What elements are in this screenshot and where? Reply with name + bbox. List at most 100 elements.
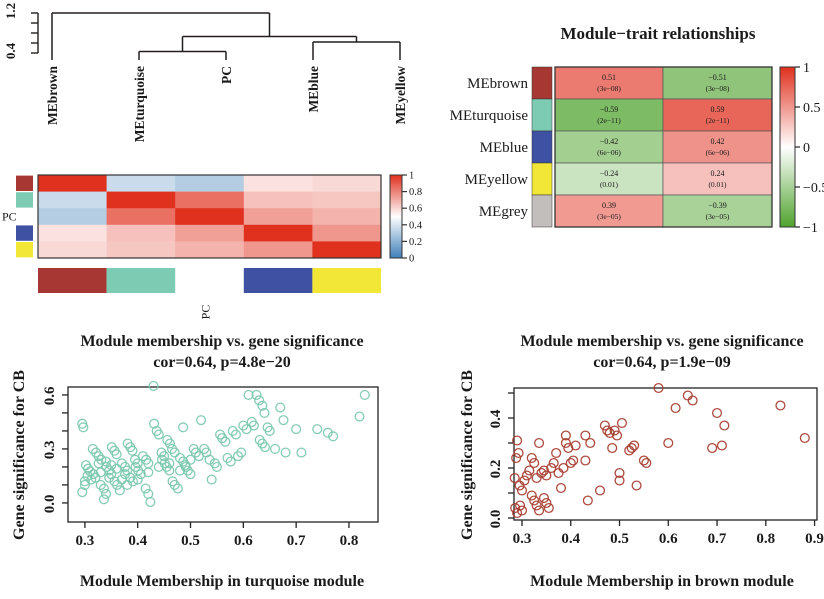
scatter-turquoise-title: Module membership vs. gene significance [80, 333, 364, 350]
data-point [541, 470, 552, 481]
adjacency-cell [243, 208, 313, 226]
adjacency-cell [312, 208, 382, 226]
adjacency-row-label: PC [2, 210, 17, 224]
module-color-swatch [531, 162, 553, 196]
data-point [510, 502, 521, 514]
data-point [143, 467, 154, 478]
data-point [280, 447, 291, 458]
data-point [541, 497, 552, 509]
data-point [663, 437, 674, 449]
y-axis-tick-label: 0.0 [42, 495, 58, 514]
data-point [87, 443, 98, 454]
data-point [538, 465, 549, 476]
data-point [594, 485, 606, 496]
data-point [534, 437, 545, 449]
x-axis-tick-label: 0.6 [659, 531, 678, 547]
module-trait-cell [554, 130, 664, 164]
eigengene-dendrogram-svg: 0.4 1.2 MEbrown MEturquoise PC MEblue MEyellow [3, 3, 408, 142]
data-point [83, 463, 94, 474]
data-point [682, 390, 693, 401]
data-point [607, 442, 618, 454]
data-point [626, 442, 637, 454]
x-axis-tick-label: 0.5 [610, 531, 629, 547]
data-point [543, 502, 554, 514]
data-point [560, 430, 571, 441]
module-trait-cell-pvalue: (6e−06) [706, 148, 730, 157]
data-point [79, 476, 90, 487]
data-point [153, 429, 164, 440]
adjacency-cell [175, 241, 245, 259]
adjacency-cell [38, 208, 108, 226]
module-trait-cell-value: −0.42 [600, 137, 619, 146]
adjacency-colorbar-tick-label: 0.4 [409, 220, 423, 231]
data-point [204, 454, 215, 465]
module-color-swatch-yellow [312, 268, 381, 293]
module-trait-cell-value: 0.59 [711, 105, 725, 114]
dendrogram-axis-tick-label: 1.2 [3, 3, 18, 19]
data-point [799, 432, 810, 444]
data-point [185, 454, 196, 465]
data-point [259, 407, 270, 418]
adjacency-cell [38, 175, 108, 193]
data-point [624, 445, 635, 456]
y-axis-tick-label: 0.0 [488, 510, 504, 529]
data-point [509, 472, 520, 484]
data-point [551, 447, 562, 459]
data-point [614, 475, 625, 486]
data-point [227, 425, 238, 436]
data-point [548, 457, 559, 469]
data-point [222, 452, 233, 463]
data-point [135, 469, 146, 480]
adjacency-colorbar-tick-label: 1 [409, 171, 414, 182]
module-trait-row-label: MEbrown [467, 76, 528, 92]
adjacency-cell [243, 175, 313, 193]
data-point [612, 430, 623, 441]
data-point [164, 438, 175, 449]
x-axis-tick-label: 0.3 [513, 531, 532, 547]
x-axis-tick-label: 0.5 [181, 533, 200, 549]
data-point [264, 425, 275, 436]
data-point [106, 460, 117, 471]
x-axis-tick-label: 0.8 [340, 533, 359, 549]
data-point [149, 418, 160, 429]
adjacency-cell [38, 224, 108, 242]
data-point [220, 436, 231, 447]
data-point [148, 380, 159, 391]
data-point [137, 451, 149, 462]
data-point [521, 470, 532, 481]
data-point [354, 411, 365, 422]
module-trait-cell-value: −0.51 [708, 73, 727, 82]
dendrogram-leaf-label: MEturquoise [132, 66, 147, 142]
data-point [164, 465, 175, 476]
adjacency-cell [106, 175, 176, 193]
module-trait-cell-value: −0.24 [600, 169, 619, 178]
module-trait-row-label: MEturquoise [450, 108, 529, 124]
data-point [164, 458, 175, 469]
y-axis-tick-label: 0.4 [488, 409, 504, 428]
module-trait-cell [554, 194, 664, 228]
data-point [185, 469, 196, 480]
data-point [296, 447, 307, 458]
data-point [602, 425, 613, 436]
module-trait-row-label: MEblue [480, 140, 529, 156]
data-point [519, 475, 530, 486]
data-point [670, 402, 681, 414]
data-point [79, 479, 90, 490]
module-color-swatch-brown [16, 175, 33, 191]
module-color-swatch [531, 130, 553, 164]
data-point [609, 425, 620, 436]
data-point [114, 485, 125, 496]
data-point [206, 474, 217, 485]
data-point [322, 427, 333, 438]
module-trait-cell [662, 66, 773, 100]
module-color-swatch [531, 66, 553, 100]
adjacency-cell [106, 241, 176, 259]
data-point [153, 461, 164, 472]
data-point [98, 483, 109, 494]
data-point [122, 479, 133, 490]
x-axis-tick-label: 0.8 [756, 531, 775, 547]
module-trait-cell [662, 130, 773, 164]
data-point [230, 429, 241, 440]
data-point [190, 447, 201, 458]
data-point [555, 482, 567, 494]
